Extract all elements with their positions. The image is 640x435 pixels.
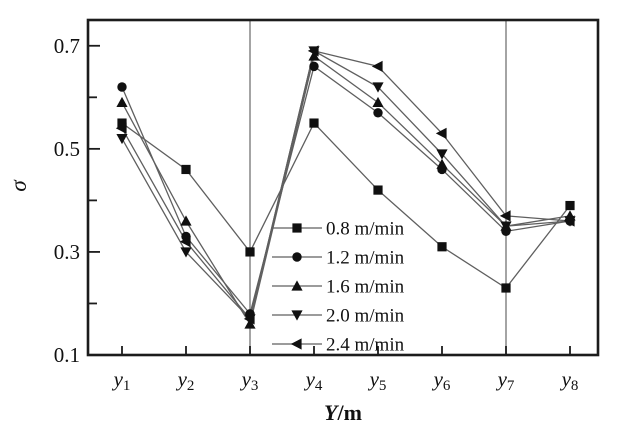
y-tick-label: 0.7 <box>54 34 80 58</box>
x-axis-title: Y/m <box>324 400 362 425</box>
y-tick-label: 0.3 <box>54 240 80 264</box>
x-tick-label: y7 <box>496 367 515 394</box>
x-tick-label: y4 <box>304 367 323 394</box>
legend-label: 0.8 m/min <box>326 219 405 240</box>
series-line-1 <box>121 65 571 316</box>
y-tick-label: 0.5 <box>54 137 80 161</box>
y-axis-title: σ <box>6 179 31 192</box>
series-markers-0 <box>117 118 575 293</box>
x-tick-label: y2 <box>176 367 195 394</box>
x-tick-label: y5 <box>368 367 387 394</box>
y-tick-label: 0.1 <box>54 343 80 367</box>
legend-item-1: 1.2 m/min <box>272 248 405 269</box>
legend-item-0: 0.8 m/min <box>272 219 405 240</box>
legend-label: 2.4 m/min <box>326 335 405 356</box>
legend: 0.8 m/min 1.2 m/min 1.6 m/min 2.0 m/min 2.4 … <box>272 219 405 356</box>
x-tick-label: y1 <box>112 367 131 394</box>
legend-item-3: 2.0 m/min <box>272 306 405 327</box>
legend-label: 2.0 m/min <box>326 306 405 327</box>
legend-item-4: 2.4 m/min <box>272 335 405 356</box>
vertical-gridlines <box>249 20 507 355</box>
legend-item-2: 1.6 m/min <box>272 277 405 298</box>
plot-frame <box>86 18 600 357</box>
legend-label: 1.6 m/min <box>326 277 405 298</box>
x-tick-label: y6 <box>432 367 451 394</box>
y-axis: 0.1 0.3 0.5 0.7 <box>54 34 100 367</box>
x-tick-label: y3 <box>240 367 259 394</box>
legend-label: 1.2 m/min <box>326 248 405 269</box>
series-line-2 <box>121 54 571 326</box>
x-tick-label: y8 <box>560 367 579 394</box>
series-line-0 <box>121 121 571 289</box>
x-axis: y1 y2 y3 y4 y5 y6 y7 y8 <box>112 346 579 394</box>
series-markers-4 <box>115 45 575 325</box>
series-line-3 <box>121 49 571 321</box>
series-line-4 <box>121 50 571 321</box>
